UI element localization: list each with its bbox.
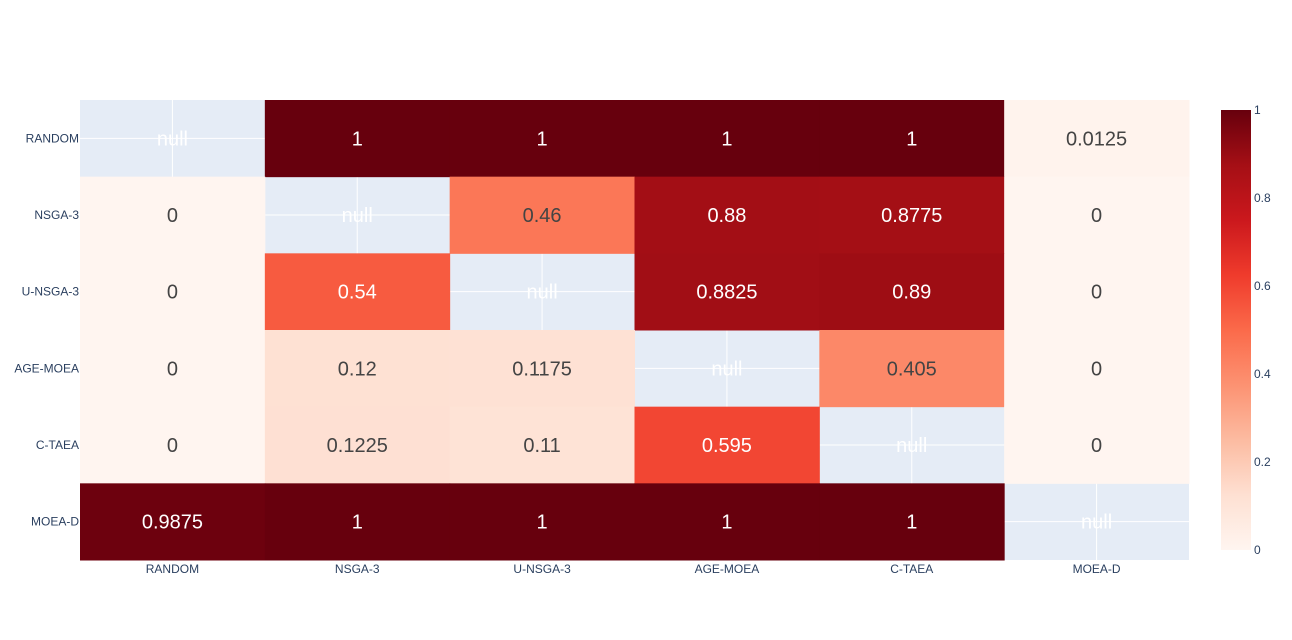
cell-value-label: 0 bbox=[167, 205, 178, 227]
colorbar-tick-label: 0.8 bbox=[1254, 191, 1271, 205]
cell-value-label: 0 bbox=[1091, 282, 1102, 304]
cell-value-label: 0.46 bbox=[523, 205, 562, 227]
cell-value-label: 0.54 bbox=[338, 282, 377, 304]
x-tick-label: U-NSGA-3 bbox=[513, 562, 571, 576]
heatmap-cell bbox=[80, 330, 266, 408]
colorbar-gradient bbox=[1221, 110, 1251, 550]
cell-value-label: 0.12 bbox=[338, 358, 377, 380]
heatmap-cell bbox=[449, 330, 635, 408]
cell-value-label: null bbox=[527, 282, 558, 304]
cell-labels: null 1 1 1 1 0.0125 0 null 0.46 0.88 0.8775 0 0 0.54 n… bbox=[142, 128, 1127, 533]
cell-value-label: 1 bbox=[352, 128, 363, 150]
cell-value-label: 0.595 bbox=[702, 435, 752, 457]
heatmap-cell bbox=[819, 253, 1005, 331]
y-tick-label: C-TAEA bbox=[36, 438, 79, 452]
heatmap-cell bbox=[1004, 253, 1190, 331]
cell-value-label: 0.88 bbox=[707, 205, 746, 227]
cell-value-label: 0.1175 bbox=[512, 358, 572, 380]
colorbar-tick-label: 0 bbox=[1254, 543, 1261, 557]
heatmap-cell bbox=[634, 100, 820, 178]
heatmap-cell bbox=[264, 406, 451, 484]
y-tick-label: AGE-MOEA bbox=[14, 361, 79, 375]
heatmap-cell bbox=[264, 253, 451, 331]
colorbar-tick-label: 1 bbox=[1254, 103, 1261, 117]
colorbar-tick-label: 0.6 bbox=[1254, 279, 1271, 293]
x-tick-label: RANDOM bbox=[146, 562, 199, 576]
cell-value-label: null bbox=[342, 205, 373, 227]
colorbar-ticks: 0 0.2 0.4 0.6 0.8 1 bbox=[1254, 103, 1271, 557]
heatmap-cell bbox=[634, 176, 820, 254]
heatmap-cell bbox=[264, 100, 451, 178]
colorbar-tick-label: 0.4 bbox=[1254, 367, 1271, 381]
cell-value-label: 0.1225 bbox=[327, 435, 388, 457]
cell-value-label: 1 bbox=[721, 512, 732, 534]
y-tick-label: U-NSGA-3 bbox=[22, 285, 80, 299]
colorbar: 0 0.2 0.4 0.6 0.8 1 bbox=[1221, 103, 1271, 557]
cell-value-label: null bbox=[157, 128, 188, 150]
x-tick-label: C-TAEA bbox=[890, 562, 933, 576]
heatmap-cell bbox=[449, 176, 635, 254]
heatmap-cell bbox=[1004, 100, 1190, 178]
heatmap-cell bbox=[1004, 406, 1190, 484]
heatmap-cell bbox=[819, 330, 1005, 408]
y-tick-label: RANDOM bbox=[26, 131, 79, 145]
cell-value-label: 1 bbox=[537, 512, 548, 534]
cell-value-label: 0 bbox=[1091, 205, 1102, 227]
cell-value-label: 1 bbox=[721, 128, 732, 150]
heatmap-cell bbox=[80, 406, 266, 484]
x-tick-label: AGE-MOEA bbox=[695, 562, 760, 576]
heatmap-cell bbox=[634, 406, 820, 484]
heatmap-cell bbox=[819, 100, 1005, 178]
cell-value-label: 1 bbox=[906, 512, 917, 534]
heatmap-cell bbox=[1004, 330, 1190, 408]
y-tick-label: NSGA-3 bbox=[34, 208, 79, 222]
heatmap-cell bbox=[1004, 176, 1190, 254]
cell-value-label: 0 bbox=[1091, 435, 1102, 457]
cell-value-label: 0.89 bbox=[892, 282, 931, 304]
cell-value-label: 0.9875 bbox=[142, 512, 203, 534]
heatmap-cell bbox=[819, 176, 1005, 254]
y-tick-label: MOEA-D bbox=[31, 515, 79, 529]
heatmap-cell bbox=[80, 483, 266, 561]
cell-value-label: null bbox=[896, 435, 927, 457]
heatmap-cell bbox=[264, 483, 451, 561]
heatmap-cell bbox=[449, 406, 635, 484]
cell-value-label: 1 bbox=[352, 512, 363, 534]
heatmap-cell bbox=[80, 176, 266, 254]
heatmap-cell bbox=[449, 100, 635, 178]
heatmap-cell bbox=[449, 483, 635, 561]
cell-value-label: 0.11 bbox=[523, 435, 560, 457]
cell-value-label: 0.8775 bbox=[881, 205, 942, 227]
cell-value-label: 0.8825 bbox=[696, 282, 757, 304]
cell-value-label: 1 bbox=[906, 128, 917, 150]
cell-value-label: 0 bbox=[167, 435, 178, 457]
cell-value-label: null bbox=[1081, 512, 1112, 534]
heatmap-cell bbox=[264, 330, 451, 408]
cell-value-label: null bbox=[711, 358, 742, 380]
x-tick-label: MOEA-D bbox=[1073, 562, 1121, 576]
y-axis-ticks: RANDOM NSGA-3 U-NSGA-3 AGE-MOEA C-TAEA MOEA-D bbox=[14, 131, 79, 528]
heatmap-cell bbox=[634, 253, 820, 331]
heatmap-cells bbox=[80, 100, 1190, 561]
cell-value-label: 0.0125 bbox=[1066, 128, 1127, 150]
heatmap-cell bbox=[634, 483, 820, 561]
x-axis-ticks: RANDOM NSGA-3 U-NSGA-3 AGE-MOEA C-TAEA MOEA-D bbox=[146, 562, 1121, 576]
cell-value-label: 0 bbox=[167, 282, 178, 304]
heatmap-cell bbox=[80, 253, 266, 331]
cell-value-label: 1 bbox=[537, 128, 548, 150]
heatmap-cell bbox=[819, 483, 1005, 561]
colorbar-tick-label: 0.2 bbox=[1254, 455, 1271, 469]
cell-value-label: 0 bbox=[1091, 358, 1102, 380]
cell-value-label: 0.405 bbox=[887, 358, 937, 380]
x-tick-label: NSGA-3 bbox=[335, 562, 380, 576]
cell-value-label: 0 bbox=[167, 358, 178, 380]
